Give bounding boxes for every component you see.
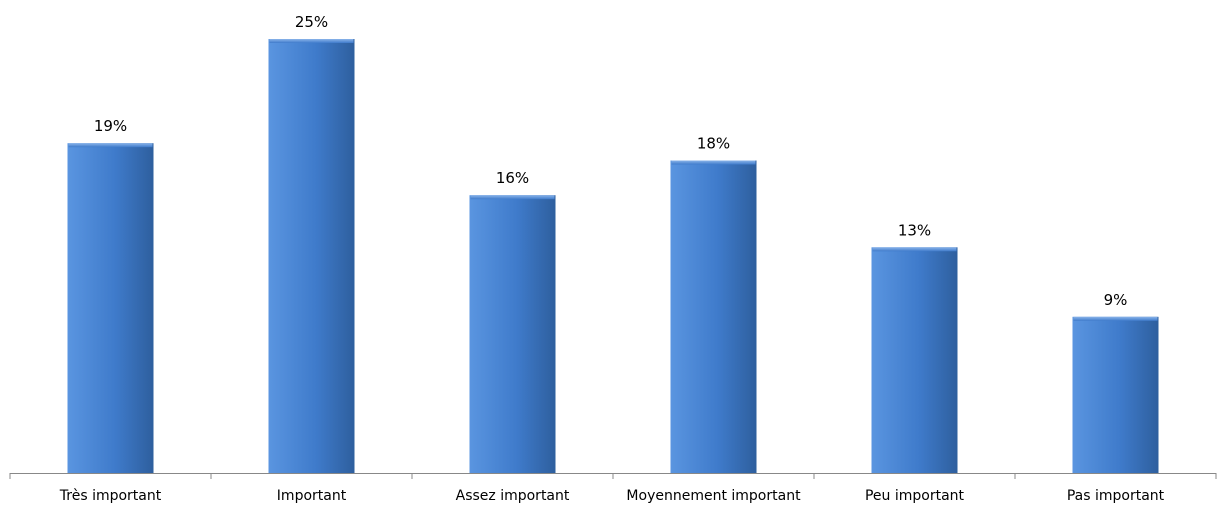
bars-layer	[67, 39, 1159, 473]
x-tick-label-4: Peu important	[865, 488, 965, 504]
x-tick-label-0: Très important	[59, 488, 162, 504]
bar-4	[871, 247, 958, 473]
bar-1	[268, 39, 355, 473]
data-labels-layer: 19% 25% 16% 18% 13% 9%	[94, 13, 1128, 309]
data-label-1: 25%	[295, 13, 328, 31]
bar-top-highlight-1	[269, 39, 354, 43]
x-tick-label-5: Pas important	[1067, 488, 1165, 504]
bar-3	[670, 160, 757, 473]
data-label-5: 9%	[1104, 291, 1128, 309]
bar-2	[469, 195, 556, 473]
data-label-0: 19%	[94, 117, 127, 135]
data-label-4: 13%	[898, 221, 931, 239]
x-tick-labels: Très important Important Assez important Mo…	[59, 488, 1165, 504]
bar-top-highlight-3	[671, 160, 756, 165]
x-tick-label-3: Moyennement important	[626, 488, 801, 504]
bar-0	[67, 143, 154, 473]
x-tick-label-2: Assez important	[456, 488, 570, 504]
bar-top-highlight-4	[872, 247, 957, 252]
bar-top-highlight-2	[470, 195, 555, 200]
bar-top-highlight-0	[68, 143, 153, 148]
x-tick-label-1: Important	[277, 488, 347, 504]
bar-5	[1072, 316, 1159, 473]
x-axis	[9, 473, 1217, 479]
bar-top-highlight-5	[1073, 316, 1158, 321]
data-label-3: 18%	[697, 135, 730, 153]
data-label-2: 16%	[496, 169, 529, 187]
